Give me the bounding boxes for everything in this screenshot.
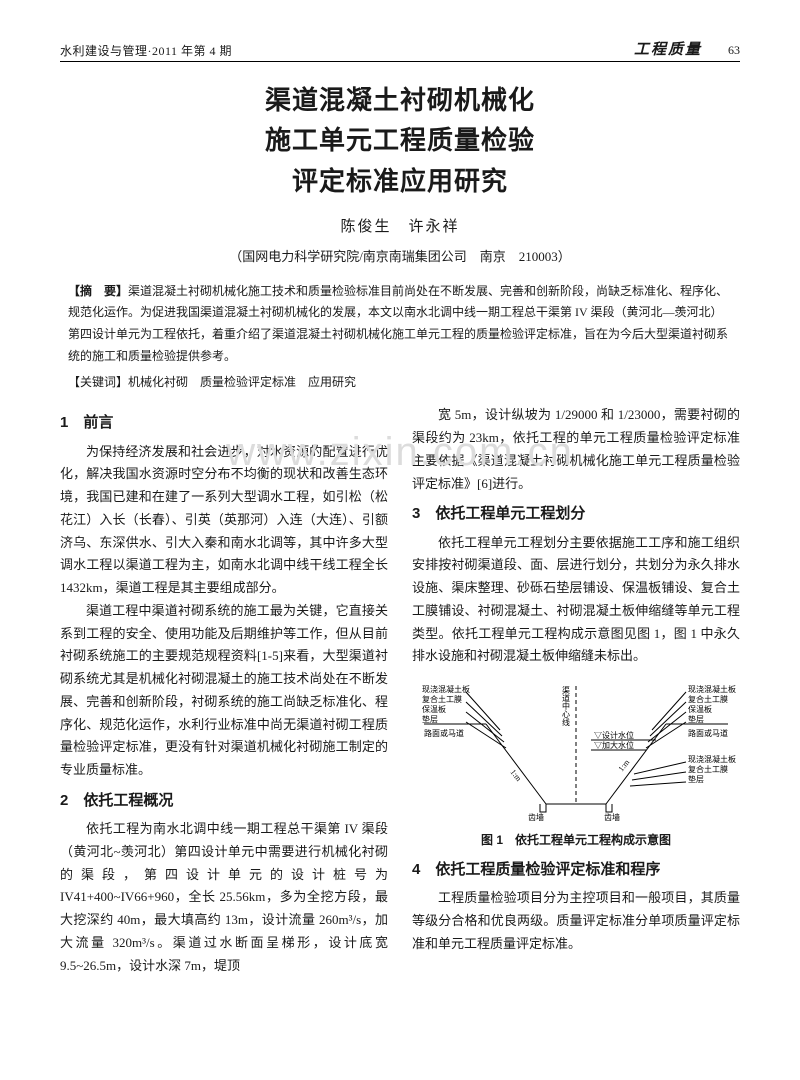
fig-layer4-l: 垫层	[422, 714, 438, 724]
figure-1: 路面或马道 路面或马道 渠道中心线 ▽设计水位 ▽加大水位 1:m 1:m 齿墙…	[412, 676, 740, 851]
fig-layer1-r: 现浇混凝土板	[688, 684, 736, 694]
title-line-2: 施工单元工程质量检验	[60, 120, 740, 160]
fig-wall-l: 齿墙	[528, 812, 544, 822]
article-title: 渠道混凝土衬砌机械化 施工单元工程质量检验 评定标准应用研究	[60, 80, 740, 201]
keywords-text: 机械化衬砌 质量检验评定标准 应用研究	[128, 375, 356, 389]
fig-slope-r: 1:m	[616, 757, 631, 773]
para-1-2: 渠道工程中渠道衬砌系统的施工最为关键，它直接关系到工程的安全、使用功能及后期维护…	[60, 600, 388, 782]
fig-rlayer4: 垫层	[688, 774, 704, 784]
fig-layer4-r: 垫层	[688, 714, 704, 724]
fig-road-right: 路面或马道	[688, 728, 728, 738]
body-columns: 1 前言 为保持经济发展和社会进步，对水资源的配置进行优化，解决我国水资源时空分…	[60, 404, 740, 977]
journal-issue: 水利建设与管理·2011 年第 4 期	[60, 42, 232, 59]
affiliation: （国网电力科学研究院/南京南瑞集团公司 南京 210003）	[60, 246, 740, 265]
title-line-3: 评定标准应用研究	[60, 161, 740, 201]
title-line-1: 渠道混凝土衬砌机械化	[60, 80, 740, 120]
heading-1: 1 前言	[60, 410, 388, 436]
fig-design-wl: ▽设计水位	[594, 730, 634, 740]
section-tag: 工程质量	[634, 42, 702, 58]
abstract-label: 【摘 要】	[68, 284, 128, 298]
fig-layer2-l: 复合土工膜	[422, 694, 462, 704]
fig-add-wl: ▽加大水位	[594, 740, 634, 750]
authors: 陈俊生 许永祥	[60, 215, 740, 236]
para-2-2: 宽 5m，设计纵坡为 1/29000 和 1/23000，需要衬砌的渠段约为 2…	[412, 404, 740, 495]
fig-rlayer2: 复合土工膜	[688, 764, 728, 774]
header-right: 工程质量 63	[634, 38, 740, 59]
heading-4: 4 依托工程质量检验评定标准和程序	[412, 857, 740, 883]
abstract: 【摘 要】渠道混凝土衬砌机械化施工技术和质量检验标准目前尚处在不断发展、完善和创…	[68, 281, 732, 367]
fig-layer3-r: 保温板	[688, 704, 712, 714]
figure-1-caption: 图 1 依托工程单元工程构成示意图	[412, 830, 740, 851]
abstract-text: 渠道混凝土衬砌机械化施工技术和质量检验标准目前尚处在不断发展、完善和创新阶段，尚…	[68, 284, 728, 363]
heading-2: 2 依托工程概况	[60, 788, 388, 814]
page-number: 63	[728, 43, 740, 57]
fig-layer3-l: 保温板	[422, 704, 446, 714]
para-2-1: 依托工程为南水北调中线一期工程总干渠第 IV 渠段（黄河北~羡河北）第四设计单元…	[60, 818, 388, 977]
fig-slope-l: 1:m	[508, 768, 523, 784]
fig-layer2-r: 复合土工膜	[688, 694, 728, 704]
para-3-1: 依托工程单元工程划分主要依据施工工序和施工组织安排按衬砌渠道段、面、层进行划分，…	[412, 532, 740, 669]
fig-center: 渠道中心线	[562, 685, 571, 726]
para-4-1: 工程质量检验项目分为主控项目和一般项目，其质量等级分合格和优良两级。质量评定标准…	[412, 887, 740, 955]
page-header: 水利建设与管理·2011 年第 4 期 工程质量 63	[60, 38, 740, 62]
fig-rlayer1: 现浇混凝土板	[688, 754, 736, 764]
channel-diagram-svg: 路面或马道 路面或马道 渠道中心线 ▽设计水位 ▽加大水位 1:m 1:m 齿墙…	[416, 676, 736, 826]
fig-wall-r: 齿墙	[604, 812, 620, 822]
keywords: 【关键词】机械化衬砌 质量检验评定标准 应用研究	[68, 373, 732, 390]
heading-3: 3 依托工程单元工程划分	[412, 501, 740, 527]
keywords-label: 【关键词】	[68, 375, 128, 389]
fig-road-left: 路面或马道	[424, 728, 464, 738]
para-1-1: 为保持经济发展和社会进步，对水资源的配置进行优化，解决我国水资源时空分布不均衡的…	[60, 441, 388, 600]
fig-layer1-l: 现浇混凝土板	[422, 684, 470, 694]
